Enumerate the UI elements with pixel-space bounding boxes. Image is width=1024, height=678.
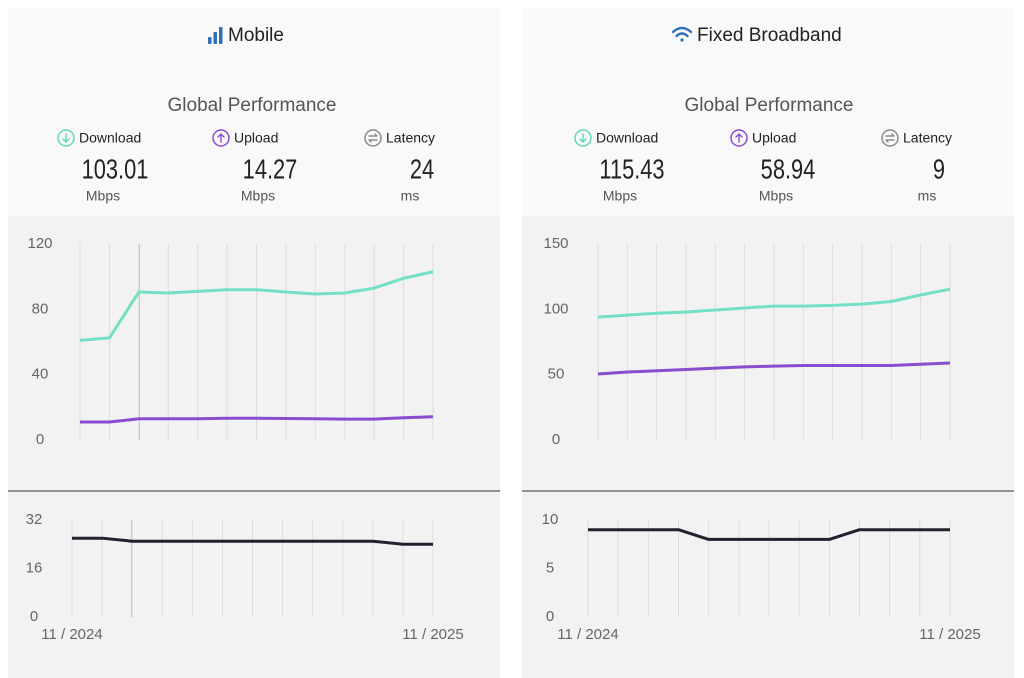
panel-title: Fixed Broadband — [697, 25, 842, 46]
metric-label: Latency — [386, 130, 435, 146]
metric-label: Download — [79, 130, 141, 146]
panel-title: Mobile — [228, 25, 284, 46]
metric-icon — [57, 129, 75, 147]
y-tick-label: 0 — [552, 431, 560, 448]
icon-dot — [680, 38, 684, 42]
data-line — [597, 361, 951, 376]
metric-unit: ms — [401, 188, 420, 204]
panel-subtitle: Global Performance — [168, 95, 337, 116]
metric-icon — [574, 129, 592, 147]
metric-value: 9 — [933, 154, 945, 185]
y-tick-label: 0 — [546, 608, 554, 625]
icon-bar — [208, 37, 212, 44]
metric-label: Latency — [903, 130, 952, 146]
x-tick-label: 11 / 2025 — [402, 626, 463, 643]
metric-icon-glyph — [217, 133, 225, 143]
metric-unit: Mbps — [603, 188, 637, 204]
wifi-icon — [671, 26, 693, 42]
x-tick-label: 11 / 2024 — [557, 626, 618, 643]
panel-backgrounds — [8, 8, 1014, 678]
metric-icon — [212, 129, 230, 147]
metric-icon — [730, 129, 748, 147]
y-tick-label: 50 — [548, 366, 565, 383]
metric-unit: Mbps — [86, 188, 120, 204]
y-tick-label: 0 — [30, 608, 38, 625]
metric-label: Upload — [752, 130, 796, 146]
data-line — [588, 528, 950, 541]
data-line — [72, 536, 433, 546]
chart-area — [522, 216, 1014, 678]
metric-icon-glyph — [735, 133, 743, 143]
data-line — [79, 270, 434, 342]
metric-icon — [364, 129, 382, 147]
y-tick-label: 0 — [36, 431, 44, 448]
metric-unit: Mbps — [241, 188, 275, 204]
metric-value: 14.27 — [243, 154, 298, 185]
metric-icon-glyph — [885, 133, 895, 143]
metric-unit: ms — [918, 188, 937, 204]
data-line — [80, 415, 434, 424]
icon-bar — [219, 27, 223, 44]
icon-arc — [675, 32, 689, 38]
y-tick-label: 150 — [543, 235, 568, 252]
y-tick-label: 16 — [26, 559, 43, 576]
y-tick-label: 100 — [543, 300, 568, 317]
metric-value: 115.43 — [599, 154, 664, 185]
panel-subtitle: Global Performance — [685, 95, 854, 116]
metric-icon-glyph — [368, 133, 378, 143]
chart-area — [8, 216, 500, 678]
metric-icon — [881, 129, 899, 147]
y-tick-label: 120 — [27, 235, 52, 252]
data-line — [597, 287, 951, 319]
y-tick-label: 10 — [542, 511, 559, 528]
icon-arc — [671, 26, 693, 34]
y-tick-label: 5 — [546, 559, 554, 576]
icon-bar — [213, 32, 217, 44]
metric-icon-glyph — [579, 133, 587, 143]
metric-value: 58.94 — [761, 154, 816, 185]
metric-unit: Mbps — [759, 188, 793, 204]
signal-icon — [208, 27, 223, 44]
x-tick-label: 11 / 2024 — [41, 626, 102, 643]
y-tick-label: 80 — [32, 300, 49, 317]
metric-icon-glyph — [62, 133, 70, 143]
metric-label: Download — [596, 130, 658, 146]
metric-value: 24 — [410, 154, 434, 185]
y-tick-label: 32 — [26, 511, 43, 528]
y-tick-label: 40 — [32, 366, 49, 383]
x-tick-label: 11 / 2025 — [919, 626, 980, 643]
metric-value: 103.01 — [82, 154, 149, 185]
metric-label: Upload — [234, 130, 278, 146]
